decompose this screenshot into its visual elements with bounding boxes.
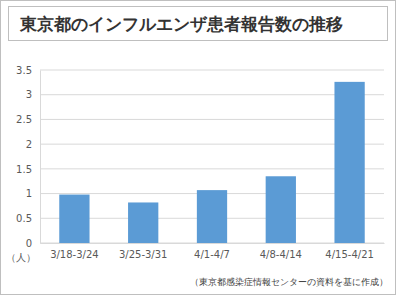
y-tick: 2.5 (16, 114, 40, 125)
y-tick: 3.5 (16, 65, 40, 76)
y-tick: 1 (26, 188, 40, 199)
bar (197, 190, 227, 243)
x-axis-line (41, 243, 385, 244)
x-tick-label: 4/15-4/21 (325, 249, 374, 260)
x-axis: 3/18-3/24 3/25-3/31 4/1-4/7 4/8-4/14 4/15-4/… (41, 243, 385, 260)
y-tick-label: 1 (26, 188, 32, 199)
y-tick-label: 0.5 (16, 213, 32, 224)
y-tick: 3 (26, 89, 40, 100)
y-tick-label: 2.5 (16, 114, 32, 125)
bar (266, 176, 296, 243)
x-tick-label: 3/25-3/31 (119, 249, 168, 260)
x-tick: 3/25-3/31 (119, 243, 168, 260)
y-tick: 0 (26, 238, 40, 249)
y-tick-label: 1.5 (16, 164, 32, 175)
source-note: （東京都感染症情報センターの資料を基に作成） (190, 277, 388, 287)
grid-line (40, 119, 384, 120)
title: 東京都のインフルエンザ患者報告数の推移 (19, 14, 343, 34)
y-tick-label: 2 (26, 139, 32, 150)
x-tick-label: 4/8-4/14 (260, 249, 302, 260)
bar (128, 202, 158, 243)
x-tick-label: 3/18-3/24 (50, 249, 99, 260)
frame (1, 1, 396, 295)
y-tick: 0.5 (16, 213, 40, 224)
y-axis-label: （人） (6, 252, 36, 263)
grid (40, 70, 384, 243)
bar (334, 82, 364, 243)
grid-line (40, 70, 384, 71)
x-tick: 4/15-4/21 (325, 243, 374, 260)
y-tick-label: 3 (26, 89, 32, 100)
chart: 東京都のインフルエンザ患者報告数の推移 0 0.5 1 1.5 2 2.5 3 3.5 3/18-… (0, 0, 396, 295)
grid-line (40, 168, 384, 169)
x-tick: 4/8-4/14 (260, 243, 302, 260)
y-tick-label: 3.5 (16, 65, 32, 76)
y-axis: 0 0.5 1 1.5 2 2.5 3 3.5 (16, 65, 40, 249)
y-tick: 2 (26, 139, 40, 150)
y-axis-line (40, 71, 41, 244)
x-tick: 4/1-4/7 (194, 243, 230, 260)
y-tick-label: 0 (26, 238, 32, 249)
y-tick: 1.5 (16, 164, 40, 175)
grid-line (40, 144, 384, 145)
x-tick: 3/18-3/24 (50, 243, 99, 260)
grid-line (40, 94, 384, 95)
bars (59, 82, 364, 243)
title-box (9, 7, 388, 41)
plot: 0 0.5 1 1.5 2 2.5 3 3.5 3/18-3/24 3/25-3/31 4/1-4/… (16, 65, 384, 260)
bar (59, 195, 89, 243)
x-tick-label: 4/1-4/7 (194, 249, 230, 260)
